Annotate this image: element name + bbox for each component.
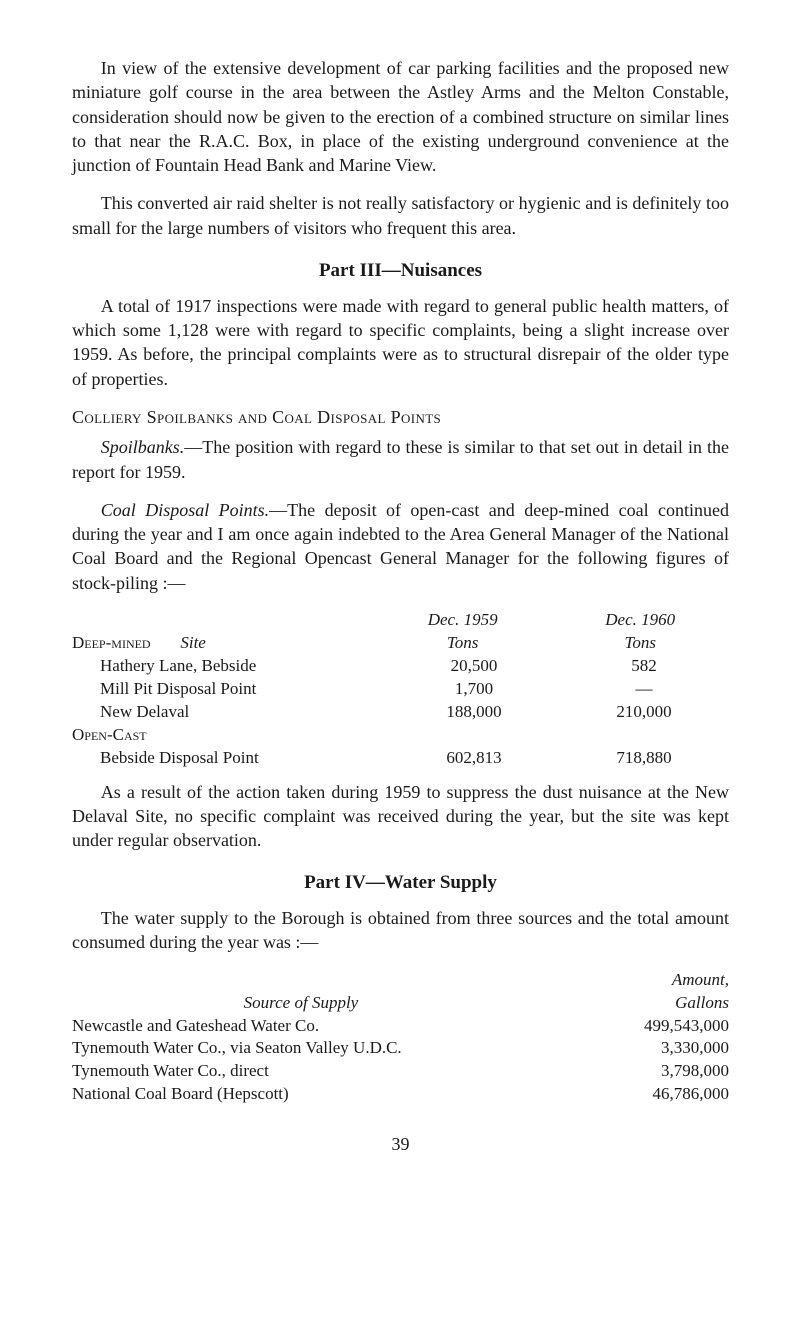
paragraph: In view of the extensive development of …: [72, 56, 729, 177]
cell: 718,880: [559, 747, 729, 770]
row-label: Hathery Lane, Bebside: [72, 655, 389, 678]
col-header: Source of Supply: [72, 992, 530, 1015]
cell: 188,000: [389, 701, 559, 724]
document-page: In view of the extensive development of …: [0, 0, 801, 1197]
table-row: Bebside Disposal Point 602,813 718,880: [72, 747, 729, 770]
cell: —: [559, 678, 729, 701]
paragraph: The water supply to the Borough is obtai…: [72, 906, 729, 955]
cell: 602,813: [389, 747, 559, 770]
row-label: Newcastle and Gateshead Water Co.: [72, 1015, 530, 1038]
row-label: Tynemouth Water Co., via Seaton Valley U…: [72, 1037, 530, 1060]
paragraph: As a result of the action taken during 1…: [72, 780, 729, 853]
col-header: Gallons: [530, 992, 729, 1015]
row-label: New Delaval: [72, 701, 389, 724]
table-row: New Delaval 188,000 210,000: [72, 701, 729, 724]
col-header: Dec. 1960: [551, 609, 729, 632]
cell: 3,330,000: [530, 1037, 729, 1060]
run-in-term: Spoilbanks.: [101, 437, 185, 457]
subsection-heading: Colliery Spoilbanks and Coal Disposal Po…: [72, 405, 729, 429]
col-header: Tons: [551, 632, 729, 655]
table-row: Tynemouth Water Co., via Seaton Valley U…: [72, 1037, 729, 1060]
section-heading: Part III—Nuisances: [72, 258, 729, 284]
table-row: Tynemouth Water Co., direct 3,798,000: [72, 1060, 729, 1083]
col-header: Dec. 1959: [374, 609, 552, 632]
row-label: National Coal Board (Hepscott): [72, 1083, 530, 1106]
row-group-label: Deep-mined: [72, 633, 151, 652]
cell: 210,000: [559, 701, 729, 724]
run-in-term: Coal Disposal Points.: [101, 500, 269, 520]
row-group-label: Open-Cast: [72, 724, 374, 747]
cell: 1,700: [389, 678, 559, 701]
cell: 46,786,000: [530, 1083, 729, 1106]
paragraph: Coal Disposal Points.—The deposit of ope…: [72, 498, 729, 595]
paragraph: Spoilbanks.—The position with regard to …: [72, 435, 729, 484]
section-heading: Part IV—Water Supply: [72, 870, 729, 896]
table-row: Mill Pit Disposal Point 1,700 —: [72, 678, 729, 701]
col-header: Site: [180, 633, 206, 652]
cell: 20,500: [389, 655, 559, 678]
row-label: Tynemouth Water Co., direct: [72, 1060, 530, 1083]
table-row: Open-Cast: [72, 724, 729, 747]
table-row: Hathery Lane, Bebside 20,500 582: [72, 655, 729, 678]
cell: 582: [559, 655, 729, 678]
coal-table: Dec. 1959 Dec. 1960 Deep-mined Site Tons…: [72, 609, 729, 770]
row-label: Mill Pit Disposal Point: [72, 678, 389, 701]
cell: 3,798,000: [530, 1060, 729, 1083]
paragraph: A total of 1917 inspections were made wi…: [72, 294, 729, 391]
page-number: 39: [72, 1132, 729, 1156]
row-label: Bebside Disposal Point: [72, 747, 389, 770]
paragraph: This converted air raid shelter is not r…: [72, 191, 729, 240]
col-header: Amount,: [530, 969, 729, 992]
col-header: Tons: [374, 632, 552, 655]
cell: 499,543,000: [530, 1015, 729, 1038]
table-row: National Coal Board (Hepscott) 46,786,00…: [72, 1083, 729, 1106]
table-row: Newcastle and Gateshead Water Co. 499,54…: [72, 1015, 729, 1038]
water-table: Amount, Source of Supply Gallons Newcast…: [72, 969, 729, 1107]
